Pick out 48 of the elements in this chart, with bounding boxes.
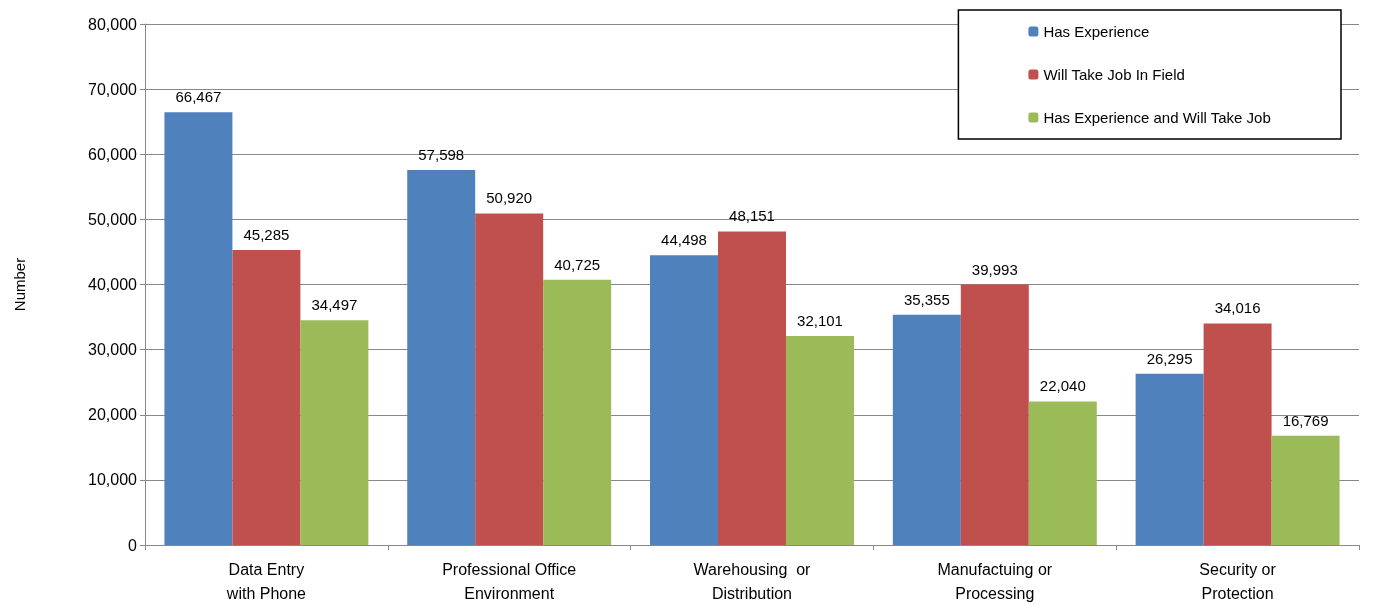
y-tick-label: 0: [128, 536, 138, 554]
bar: [232, 250, 301, 545]
bar: [650, 255, 719, 545]
y-tick-label: 10,000: [88, 471, 138, 489]
x-tick-label: Manufactuing or Processing: [937, 560, 1053, 602]
data-label: 66,467: [175, 88, 222, 106]
data-label: 57,598: [418, 145, 465, 163]
bar: [475, 213, 544, 545]
y-tick-label: 70,000: [88, 80, 138, 98]
y-tick-label: 30,000: [88, 341, 138, 359]
data-label: 44,498: [661, 231, 707, 249]
legend-label: Will Take Job In Field: [1043, 66, 1185, 83]
data-label: 26,295: [1146, 349, 1193, 367]
data-label: 16,769: [1282, 411, 1329, 429]
y-tick-label: 40,000: [88, 276, 138, 293]
data-label: 32,101: [797, 311, 843, 329]
data-label: 48,151: [729, 207, 775, 225]
data-label: 40,725: [554, 255, 601, 273]
bar: [1203, 323, 1272, 545]
bar: [1271, 435, 1340, 545]
y-axis-title: Number: [11, 257, 28, 312]
bar: [1135, 373, 1204, 545]
data-label: 45,285: [243, 226, 290, 244]
bar: [718, 231, 786, 545]
x-tick-label: Warehousing or Distribution: [693, 560, 812, 602]
bar: [543, 279, 612, 545]
legend-label: Has Experience and Will Take Job: [1043, 109, 1271, 126]
y-tick-label: 60,000: [88, 145, 138, 163]
legend-label: Has Experience: [1043, 23, 1150, 40]
y-tick-label: 20,000: [88, 406, 138, 424]
x-tick-label: Data Entry with Phone: [225, 560, 307, 602]
x-tick-label: Professional Office Environment: [442, 560, 577, 602]
data-label: 22,040: [1039, 377, 1086, 395]
data-label: 50,920: [486, 189, 533, 207]
data-label: 34,497: [311, 296, 358, 314]
bar: [892, 314, 961, 545]
y-tick-label: 50,000: [88, 210, 138, 228]
bar: [164, 112, 233, 545]
bar: [407, 169, 476, 545]
bar: [960, 284, 1029, 545]
y-tick-label: 80,000: [88, 15, 138, 33]
bar: [785, 335, 854, 545]
data-label: 35,355: [903, 290, 950, 308]
bar: [1028, 401, 1097, 545]
bar: [300, 320, 369, 545]
data-label: 39,993: [971, 260, 1018, 278]
data-label: 34,016: [1214, 299, 1261, 317]
x-tick-label: Security or Protection: [1199, 560, 1277, 602]
